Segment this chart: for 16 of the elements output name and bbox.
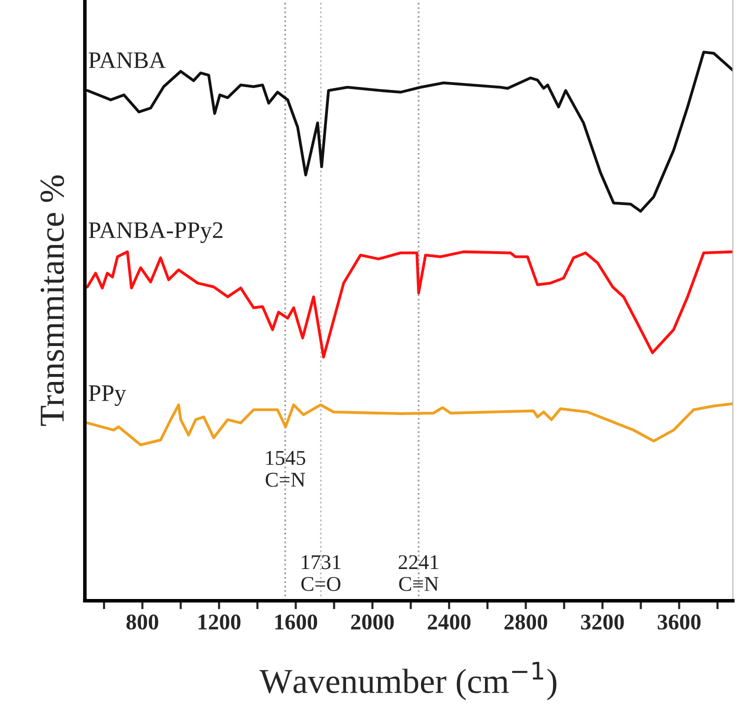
ref-line-label: 1545 C=N bbox=[266, 451, 306, 487]
x-tick-label: 1200 bbox=[198, 614, 240, 630]
x-tick-label: 2000 bbox=[351, 614, 394, 630]
series-label: PANBA bbox=[88, 52, 166, 68]
x-tick-label: 3200 bbox=[581, 614, 624, 630]
ref-line-label: 2241 C≡N bbox=[398, 555, 438, 591]
y-axis-title: Transmmitance % bbox=[40, 175, 64, 426]
x-tick-label: 2400 bbox=[428, 614, 470, 630]
x-tick-label: 2800 bbox=[504, 614, 548, 630]
x-axis-title: Wavenumber (cm$^{−1}$) bbox=[260, 662, 556, 700]
x-tick-label: 800 bbox=[126, 614, 158, 630]
x-tick-label: 3600 bbox=[658, 614, 701, 630]
series-label: PPy bbox=[88, 385, 126, 406]
ref-line-label: 1731 C=O bbox=[301, 555, 340, 591]
x-tick-label: 1600 bbox=[275, 614, 318, 630]
series-label: PANBA-PPy2 bbox=[88, 222, 222, 244]
